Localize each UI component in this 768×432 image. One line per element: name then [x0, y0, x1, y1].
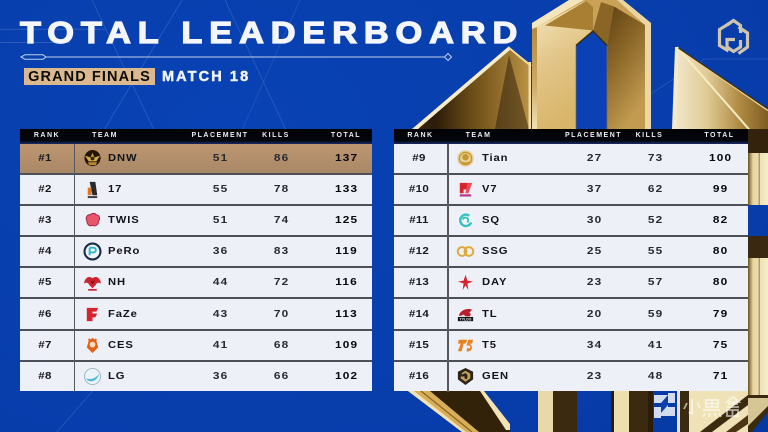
svg-text:TYLOO: TYLOO: [460, 317, 472, 321]
